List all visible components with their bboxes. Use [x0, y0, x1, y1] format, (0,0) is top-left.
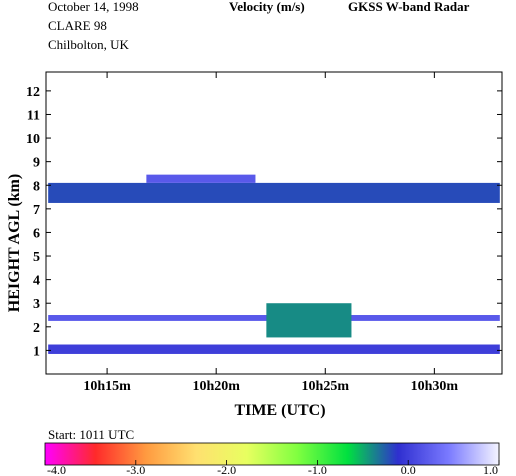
- colorbar-tick-label: -1.0: [308, 463, 327, 476]
- y-axis-label: HEIGHT AGL (km): [6, 174, 23, 312]
- x-axis-label: TIME (UTC): [234, 402, 325, 419]
- x-tick-label: 10h25m: [302, 379, 350, 394]
- colorbar-tick-label: 1.0: [483, 463, 498, 476]
- y-tick-label: 11: [27, 108, 40, 123]
- y-tick-label: 2: [33, 321, 40, 336]
- header-campaign: CLARE 98: [48, 18, 107, 33]
- colorbar-tick-label: -2.0: [217, 463, 236, 476]
- echo-layer-3: [266, 303, 352, 338]
- y-tick-label: 8: [33, 179, 40, 194]
- colorbar-tick-label: 0.0: [401, 463, 416, 476]
- y-tick-label: 10: [26, 132, 40, 147]
- x-axis: 10h15m 10h20m 10h25m 10h30m: [83, 72, 458, 394]
- plot-frame: [45, 71, 503, 375]
- colorbar-ticks: -4.0 -3.0 -2.0 -1.0 0.0 1.0: [44, 460, 500, 476]
- colorbar-tick-label: -3.0: [126, 463, 145, 476]
- radar-echo-layers: [48, 174, 500, 354]
- x-tick-label: 10h30m: [411, 379, 459, 394]
- x-tick-label: 10h20m: [192, 379, 240, 394]
- echo-layer-1: [146, 174, 256, 183]
- header-quantity: Velocity (m/s): [229, 0, 305, 14]
- colorbar: [44, 442, 500, 466]
- x-tick-label: 10h15m: [83, 379, 131, 394]
- echo-layer-0: [48, 182, 500, 203]
- y-tick-label: 7: [33, 203, 40, 218]
- y-tick-label: 3: [33, 297, 40, 312]
- colorbar-tick-label: -4.0: [47, 463, 66, 476]
- y-tick-label: 5: [33, 250, 40, 265]
- y-tick-label: 12: [26, 85, 40, 100]
- header-instrument: GKSS W-band Radar: [348, 0, 470, 14]
- header-date: October 14, 1998: [48, 0, 139, 14]
- y-tick-label: 6: [33, 226, 40, 241]
- y-tick-label: 1: [33, 344, 40, 359]
- echo-layer-4: [48, 344, 500, 354]
- y-tick-label: 4: [33, 274, 40, 289]
- y-tick-label: 9: [33, 156, 40, 171]
- start-label: Start: 1011 UTC: [48, 427, 134, 442]
- header-location: Chilbolton, UK: [48, 37, 130, 52]
